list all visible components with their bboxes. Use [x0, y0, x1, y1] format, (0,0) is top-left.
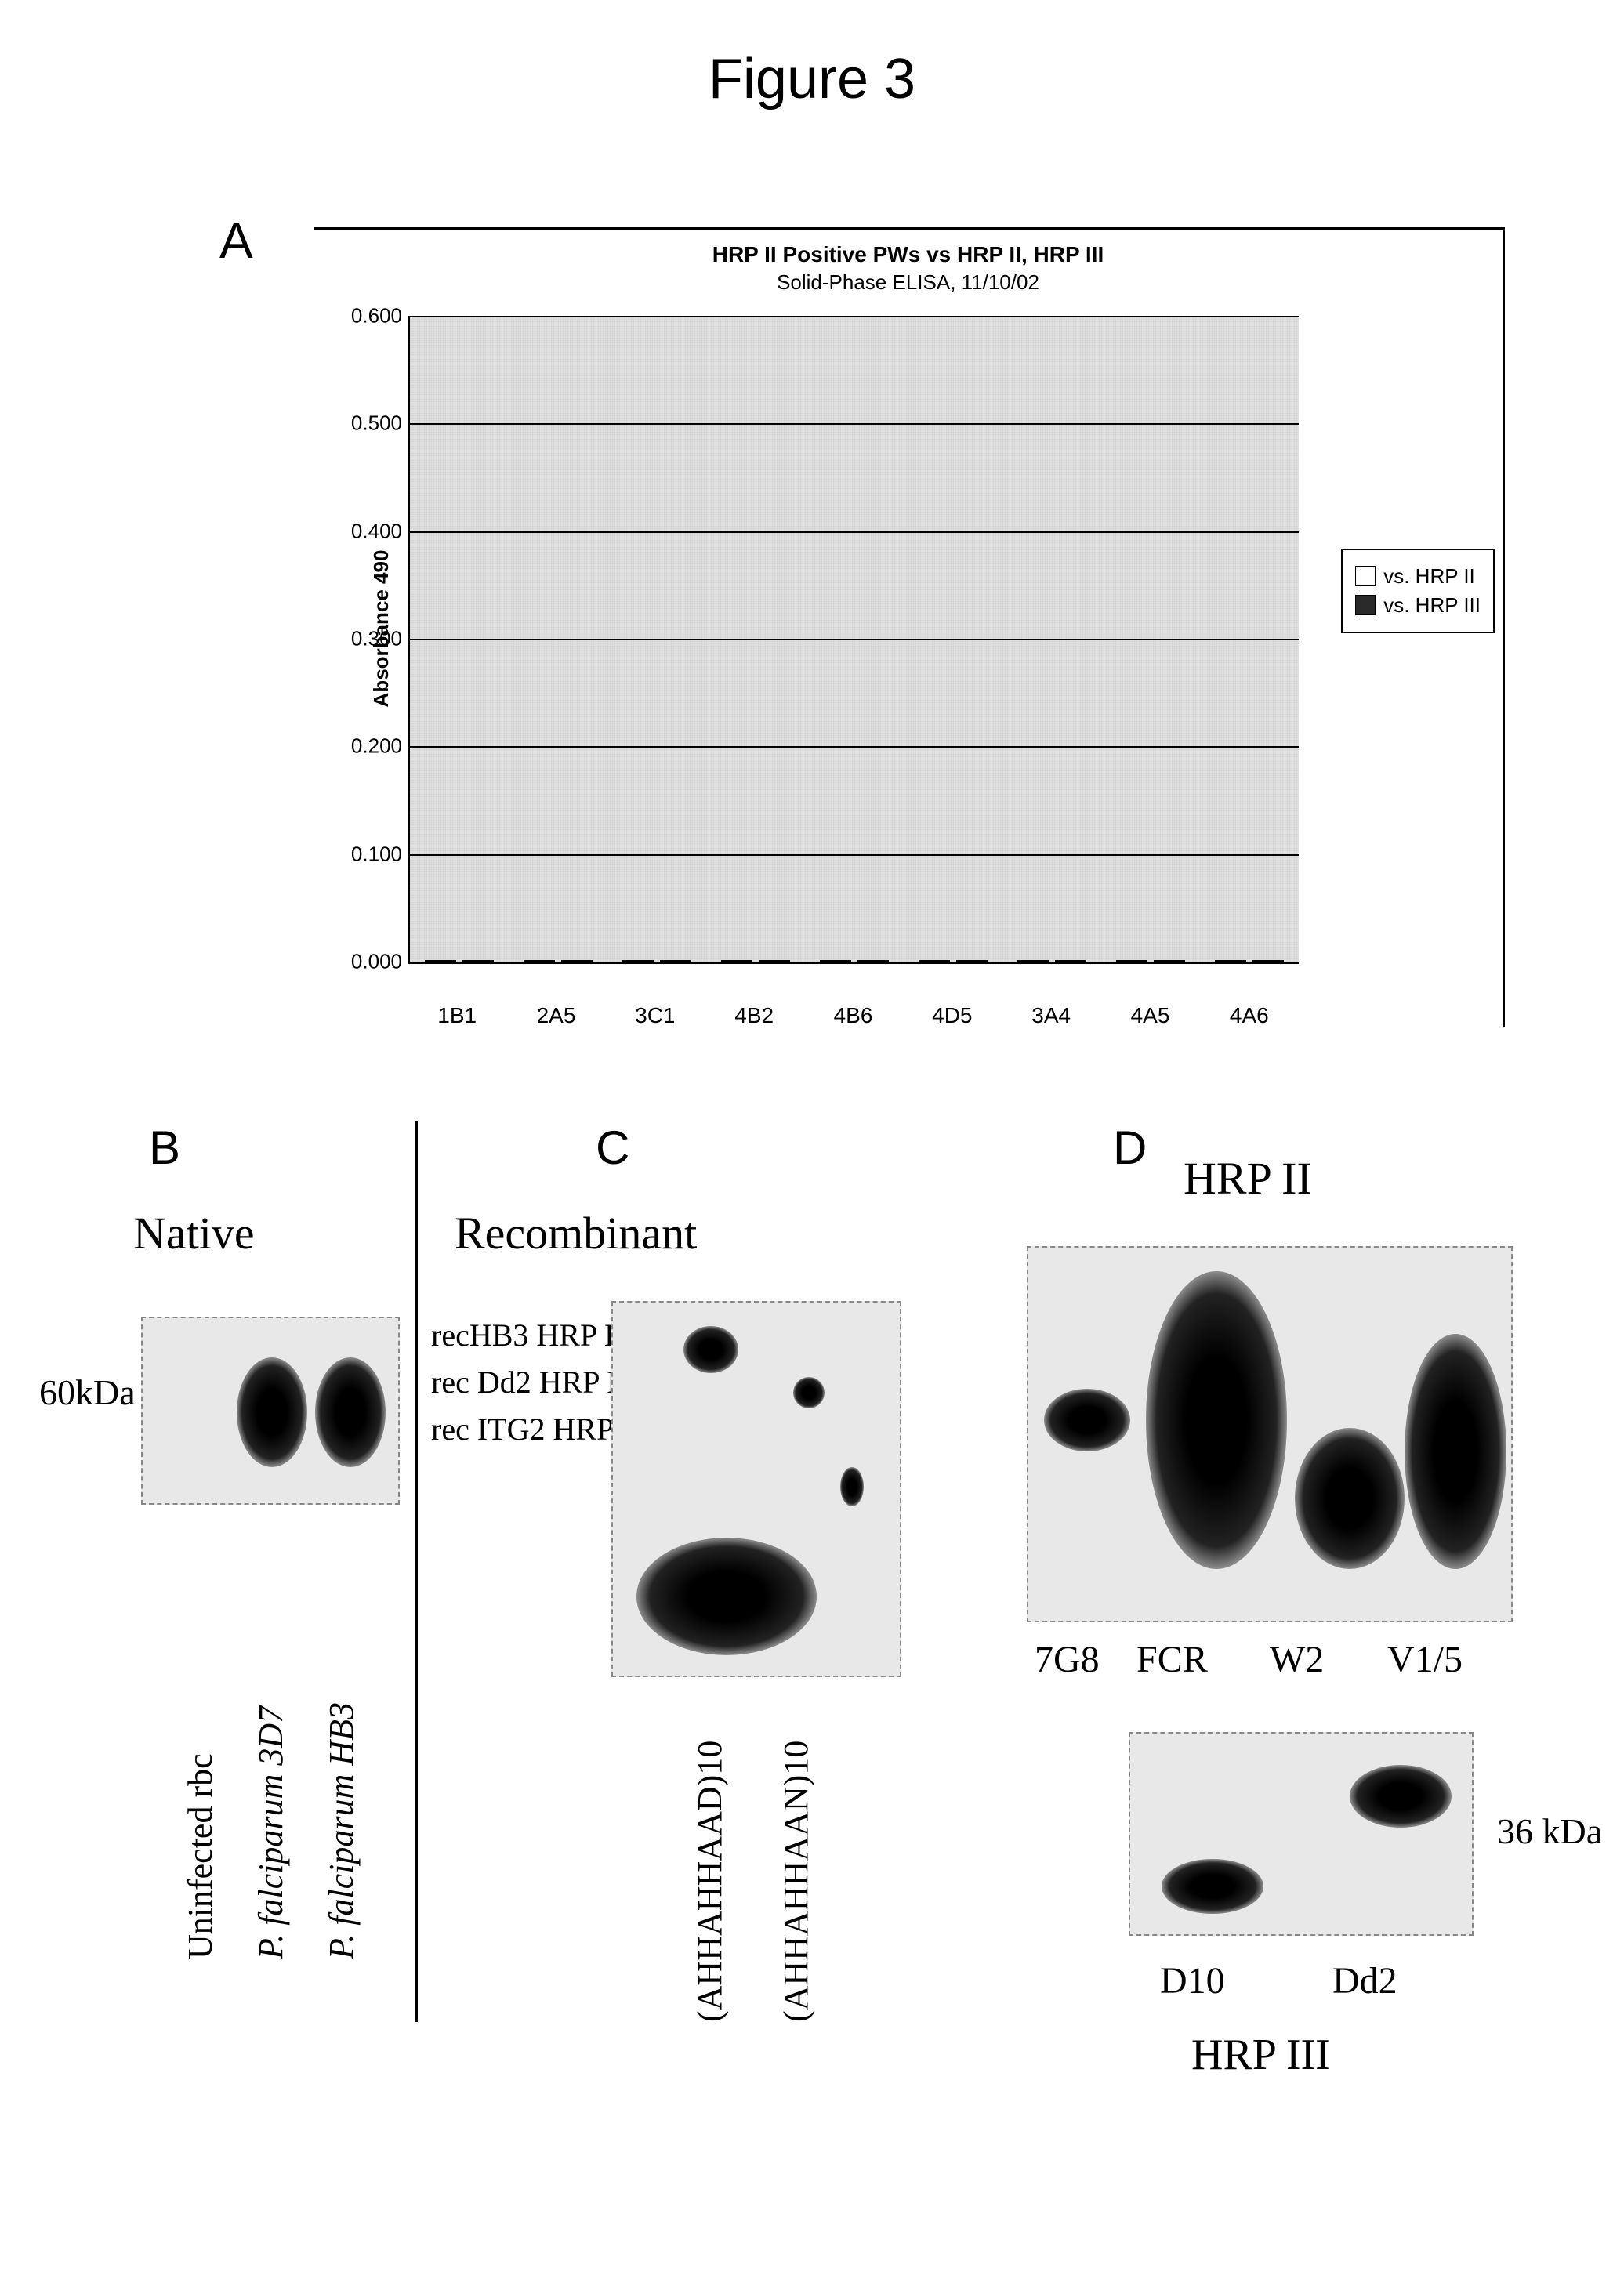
lane-7g8: 7G8: [1035, 1638, 1100, 1681]
bar-hrp3: [561, 960, 593, 962]
bar-hrp3: [660, 960, 691, 962]
band-d10: [1162, 1859, 1263, 1914]
panel-c-label: C: [596, 1121, 629, 1175]
band-7g8: [1044, 1389, 1130, 1451]
panel-d-label: D: [1113, 1121, 1147, 1175]
y-tick-label: 0.500: [351, 411, 402, 436]
panel-d-mw-marker: 36 kDa: [1497, 1810, 1602, 1852]
peptide-lane-1: (AHHAHHAAD)10: [690, 1741, 730, 2022]
x-tick-label: 4D5: [932, 1003, 972, 1028]
band-c3: [840, 1467, 864, 1506]
lane-hb3: P. falciparum HB3: [321, 1702, 361, 1959]
bar-hrp2: [919, 960, 950, 962]
bar-hrp2: [1215, 960, 1246, 962]
panel-d-blot-bottom: [1129, 1732, 1474, 1936]
panel-d-bottom-title: HRP III: [1191, 2030, 1330, 2080]
band-w2: [1295, 1428, 1405, 1569]
bar-hrp2: [524, 960, 555, 962]
panel-d-blot-top: [1027, 1246, 1513, 1622]
legend-swatch-hrp3: [1355, 595, 1376, 615]
legend-row-hrp2: vs. HRP II: [1355, 564, 1481, 589]
x-tick-label: 3C1: [635, 1003, 675, 1028]
bar-hrp3: [857, 960, 889, 962]
bar-hrp3: [759, 960, 790, 962]
panel-b-label: B: [149, 1121, 180, 1175]
bar-hrp3: [956, 960, 988, 962]
band-hb3: [315, 1357, 386, 1467]
bar-hrp3: [1154, 960, 1185, 962]
panel-divider: [415, 1121, 418, 2022]
band-dd2: [1350, 1765, 1452, 1828]
lane-dd2: Dd2: [1332, 1959, 1397, 2002]
panel-a-chart: HRP II Positive PWs vs HRP II, HRP III S…: [314, 227, 1505, 1027]
band-3d7: [237, 1357, 307, 1467]
rec-label-2: rec Dd2 HRP III: [431, 1364, 638, 1401]
band-c2: [793, 1377, 825, 1408]
lane-uninfected: Uninfected rbc: [180, 1753, 220, 1959]
panel-b-blot: [141, 1317, 400, 1505]
legend-label-hrp2: vs. HRP II: [1383, 564, 1475, 589]
band-fcr: [1146, 1271, 1287, 1569]
bar-hrp2: [721, 960, 752, 962]
legend-swatch-hrp2: [1355, 566, 1376, 586]
band-v15: [1405, 1334, 1506, 1569]
lane-w2: W2: [1270, 1638, 1324, 1681]
panel-d-top-title: HRP II: [1184, 1152, 1312, 1205]
rec-label-1: recHB3 HRP II: [431, 1317, 625, 1353]
bar-hrp3: [1252, 960, 1284, 962]
panel-c-title: Recombinant: [455, 1207, 697, 1259]
panel-b-title: Native: [133, 1207, 255, 1259]
chart-title: HRP II Positive PWs vs HRP II, HRP III: [314, 242, 1503, 267]
gridline: [410, 962, 1299, 963]
bar-hrp3: [462, 960, 494, 962]
panel-c-blot: [611, 1301, 901, 1677]
bar-hrp2: [1017, 960, 1049, 962]
y-tick-label: 0.300: [351, 627, 402, 651]
y-tick-label: 0.200: [351, 734, 402, 759]
lane-d10: D10: [1160, 1959, 1225, 2002]
band-c4: [636, 1538, 817, 1655]
legend-label-hrp3: vs. HRP III: [1383, 593, 1481, 618]
bar-hrp3: [1055, 960, 1086, 962]
y-tick-label: 0.400: [351, 519, 402, 543]
bar-hrp2: [622, 960, 654, 962]
x-tick-label: 2A5: [537, 1003, 576, 1028]
x-tick-label: 3A4: [1031, 1003, 1071, 1028]
panel-a-label: A: [219, 212, 253, 270]
bar-hrp2: [425, 960, 456, 962]
x-tick-label: 4B6: [834, 1003, 873, 1028]
x-tick-label: 1B1: [437, 1003, 477, 1028]
peptide-lane-2: (AHHAHHAAN)10: [776, 1741, 816, 2022]
y-tick-label: 0.600: [351, 304, 402, 328]
legend-row-hrp3: vs. HRP III: [1355, 593, 1481, 618]
x-tick-label: 4A5: [1131, 1003, 1170, 1028]
y-tick-label: 0.000: [351, 950, 402, 974]
chart-subtitle: Solid-Phase ELISA, 11/10/02: [314, 270, 1503, 295]
band-c1: [683, 1326, 738, 1373]
plot-area: 0.0000.1000.2000.3000.4000.5000.600: [408, 316, 1299, 964]
lane-3d7: P. falciparum 3D7: [251, 1706, 291, 1959]
bars-container: [410, 316, 1299, 962]
chart-legend: vs. HRP II vs. HRP III: [1341, 549, 1495, 633]
lane-v15: V1/5: [1387, 1638, 1463, 1681]
bar-hrp2: [1116, 960, 1147, 962]
x-tick-label: 4A6: [1230, 1003, 1269, 1028]
bar-hrp2: [820, 960, 851, 962]
panel-b-mw-marker: 60kDa: [39, 1372, 136, 1413]
y-tick-label: 0.100: [351, 842, 402, 866]
lane-fcr: FCR: [1136, 1638, 1208, 1681]
figure-title: Figure 3: [709, 47, 915, 111]
x-tick-label: 4B2: [734, 1003, 774, 1028]
